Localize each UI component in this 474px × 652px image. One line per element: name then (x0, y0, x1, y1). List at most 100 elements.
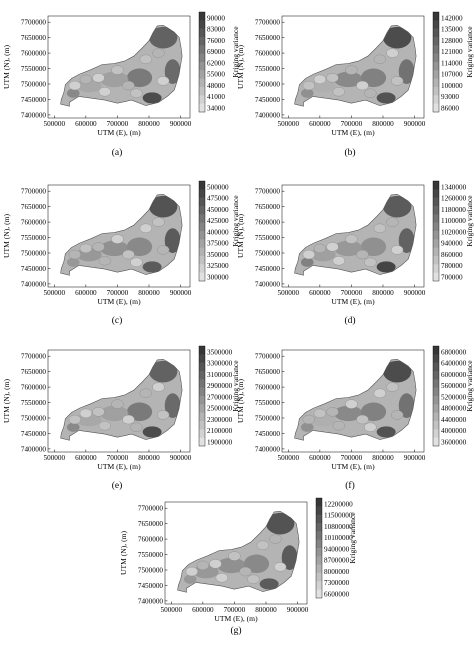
legend-value-label: 8000000 (324, 568, 350, 576)
legend-swatch (433, 272, 439, 282)
legend-swatch (199, 362, 205, 372)
x-tick-label: 900000 (170, 120, 192, 128)
legend-swatch (316, 523, 322, 532)
legend-swatch (433, 429, 439, 438)
x-axis-label: UTM (E), (m) (331, 462, 375, 471)
legend-swatch (199, 231, 205, 240)
legend-value-label: 325000 (207, 262, 229, 270)
y-tick-label: 7600000 (138, 535, 164, 543)
low-variance-spot (130, 422, 143, 432)
y-tick-label: 7400000 (138, 597, 164, 605)
low-variance-spot (68, 414, 82, 425)
y-tick-label: 7700000 (255, 353, 281, 361)
panel-caption-g: (g) (230, 626, 242, 636)
legend-value-label: 11500000 (324, 512, 353, 520)
legend-swatch (433, 87, 439, 96)
low-variance-spot (68, 80, 82, 91)
legend-value-label: 10100000 (324, 534, 353, 542)
variance-zone (398, 59, 415, 84)
x-tick-label: 700000 (341, 120, 363, 128)
legend-value-label: 4000000 (441, 427, 467, 435)
legend-value-label: 6000000 (441, 371, 467, 379)
low-variance-spot (302, 249, 316, 260)
legend-swatch (199, 346, 205, 355)
legend-value-label: 2900000 (207, 382, 233, 390)
x-tick-label: 500000 (278, 120, 300, 128)
legend-value-label: 10800000 (324, 523, 353, 531)
variance-zone (398, 393, 415, 418)
legend-swatch (199, 197, 205, 207)
y-tick-label: 7600000 (255, 383, 281, 391)
legend-value-label: 4800000 (441, 405, 467, 413)
low-variance-spot (390, 410, 404, 420)
low-variance-spot (273, 562, 287, 572)
legend-swatch (199, 87, 205, 96)
variance-zone (334, 71, 363, 88)
low-variance-spot (239, 566, 252, 577)
legend-swatch (199, 437, 205, 447)
y-axis-label: UTM (N), (m) (119, 530, 128, 575)
legend-swatch (199, 354, 205, 363)
legend-swatch (199, 62, 205, 71)
y-tick-label: 7600000 (255, 218, 281, 226)
variance-zone (376, 261, 396, 273)
y-tick-label: 7650000 (21, 34, 47, 42)
y-tick-label: 7450000 (255, 96, 281, 104)
variance-zone (300, 257, 314, 267)
legend-value-label: 142000 (441, 14, 463, 22)
chart-svg-f: 7700000 7650000 7600000 7550000 7500000 74500… (236, 345, 474, 471)
low-variance-spot (139, 223, 153, 233)
low-variance-spot (373, 54, 387, 64)
legend-swatch (199, 206, 205, 215)
x-tick-label: 700000 (107, 120, 129, 128)
variance-zone (265, 512, 295, 535)
legend-swatch (433, 70, 439, 79)
y-tick-label: 7650000 (138, 520, 164, 528)
low-variance-spot (111, 65, 124, 75)
legend-swatch (316, 498, 322, 507)
legend-value-label: 41000 (207, 93, 225, 101)
y-tick-label: 7600000 (21, 218, 47, 226)
variance-zone (334, 240, 363, 257)
variance-zone (382, 360, 412, 383)
legend-value-label: 76000 (207, 37, 225, 45)
low-variance-spot (326, 242, 339, 252)
variance-zone (142, 426, 162, 438)
x-tick-label: 900000 (170, 454, 192, 462)
legend-value-label: 375000 (207, 240, 229, 248)
legend-swatch (199, 256, 205, 265)
low-variance-spot (156, 76, 170, 86)
low-variance-spot (386, 382, 399, 392)
legend-swatch (199, 371, 205, 380)
legend-swatch (199, 239, 205, 248)
chart-panel-c: 7700000 7650000 7600000 7550000 7500000 74500… (2, 175, 240, 335)
x-tick-label: 500000 (44, 289, 66, 297)
low-variance-spot (111, 234, 124, 244)
y-tick-label: 7400000 (21, 280, 47, 288)
legend-value-label: 9400000 (324, 545, 350, 553)
y-tick-label: 7400000 (21, 445, 47, 453)
low-variance-spot (313, 243, 327, 254)
legend-value-label: 86000 (441, 104, 459, 112)
variance-zone (300, 88, 314, 98)
low-variance-spot (122, 80, 135, 91)
legend-swatch (199, 387, 205, 397)
legend-swatch (433, 28, 439, 38)
variance-zone (360, 237, 387, 257)
variance-zone (66, 422, 80, 432)
x-tick-label: 500000 (278, 289, 300, 297)
variance-zone (148, 195, 178, 218)
x-tick-label: 800000 (138, 454, 160, 462)
legend-value-label: 3600000 (441, 438, 467, 446)
variance-zone (360, 402, 387, 422)
y-tick-label: 7450000 (138, 582, 164, 590)
low-variance-spot (364, 422, 377, 432)
legend-swatch (199, 264, 205, 273)
y-tick-label: 7550000 (138, 551, 164, 559)
legend-value-label: 2100000 (207, 427, 233, 435)
region-outline (294, 358, 417, 441)
legend-swatch (433, 181, 439, 190)
legend-value-label: 55000 (207, 71, 225, 79)
y-tick-label: 7400000 (21, 111, 47, 119)
y-tick-label: 7650000 (255, 368, 281, 376)
